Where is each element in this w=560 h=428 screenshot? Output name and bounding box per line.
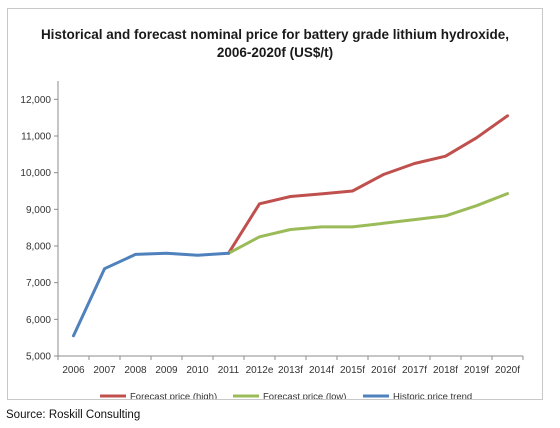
y-tick-label: 8,000 <box>26 242 51 253</box>
x-tick-label: 2007 <box>93 365 116 376</box>
legend: Forecast price (high) Forecast price (low… <box>100 392 472 400</box>
x-tick-label: 2019f <box>464 365 489 376</box>
x-tick-label: 2009 <box>155 365 178 376</box>
x-tick-label: 2018f <box>433 365 458 376</box>
x-tick-label: 2013f <box>278 365 303 376</box>
x-tick-label: 2012e <box>246 365 274 376</box>
y-ticks: 5,000 6,000 7,000 8,000 9,000 10,000 11,000 12,… <box>20 95 58 363</box>
x-tick-label: 2008 <box>124 365 147 376</box>
y-tick-label: 6,000 <box>26 315 51 326</box>
x-tick-label: 2010 <box>186 365 209 376</box>
y-tick-label: 10,000 <box>20 168 51 179</box>
x-tick-label: 2006 <box>62 365 85 376</box>
legend-label: Forecast price (low) <box>263 392 346 400</box>
chart-title-line2: 2006-2020f (US$/t) <box>217 45 333 60</box>
series-lines <box>72 114 509 338</box>
x-tick-label: 2016f <box>371 365 396 376</box>
y-tick-label: 5,000 <box>26 352 51 363</box>
x-tick-label: 2020f <box>495 365 520 376</box>
chart-svg: Historical and forecast nominal price fo… <box>20 27 524 400</box>
x-ticks: 2006 2007 2008 2009 2010 2011 2012e 2013f 2014f 2… <box>57 356 524 376</box>
x-tick-label: 2017f <box>402 365 427 376</box>
chart-frame: Historical and forecast nominal price fo… <box>7 8 543 400</box>
source-note: Source: Roskill Consulting <box>6 409 141 421</box>
x-tick-label: 2014f <box>309 365 334 376</box>
chart-title-line1: Historical and forecast nominal price fo… <box>41 27 509 42</box>
x-tick-label: 2015f <box>340 365 365 376</box>
y-tick-label: 7,000 <box>26 278 51 289</box>
y-tick-label: 11,000 <box>21 132 51 143</box>
x-tick-label: 2011 <box>218 365 240 376</box>
y-tick-label: 9,000 <box>26 205 51 216</box>
series-line-forecast-high <box>227 114 509 255</box>
series-line-forecast-low <box>227 192 509 255</box>
legend-label: Historic price trend <box>393 392 472 400</box>
legend-label: Forecast price (high) <box>130 392 217 400</box>
series-line-historic <box>72 251 230 338</box>
y-tick-label: 12,000 <box>20 95 51 106</box>
